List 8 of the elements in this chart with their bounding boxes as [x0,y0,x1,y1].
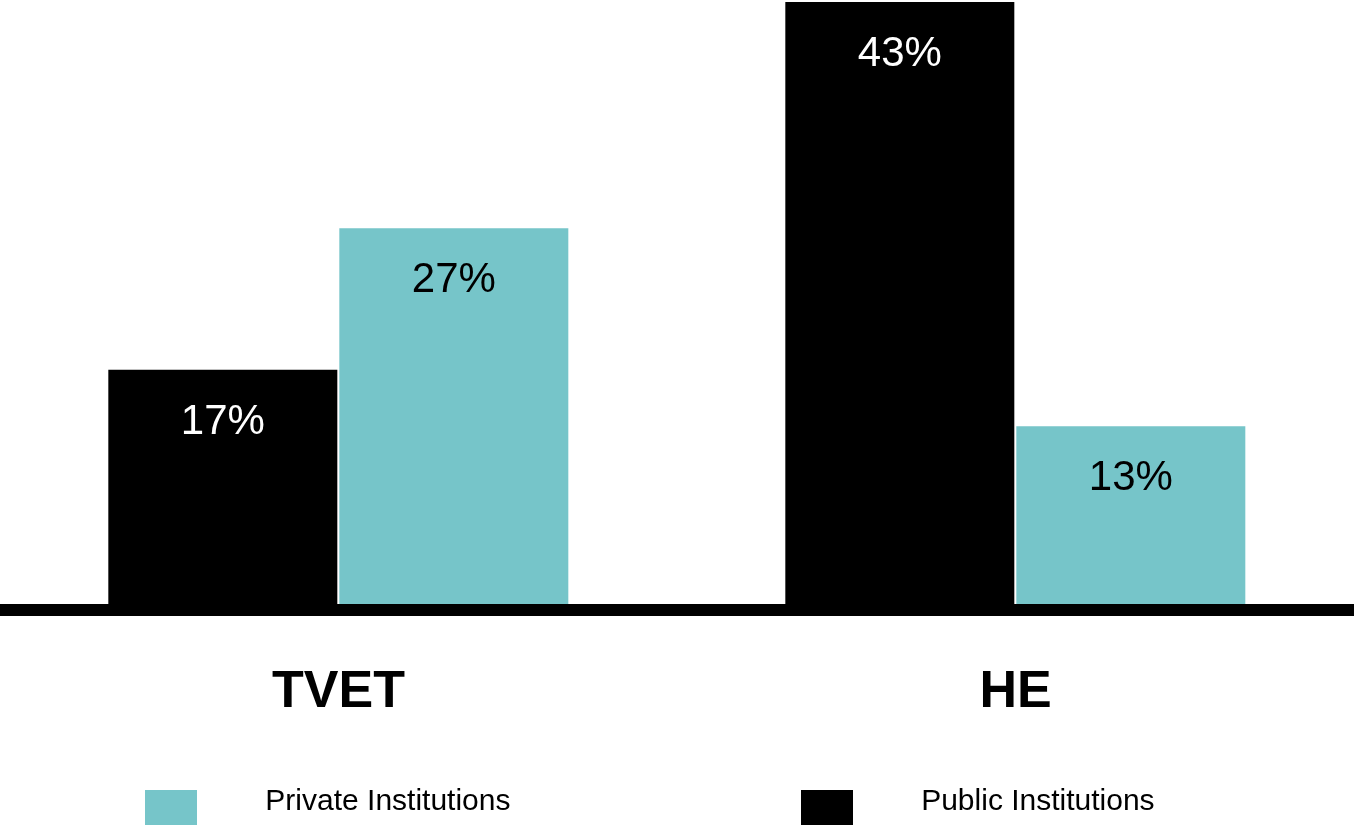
legend-label: Public Institutions [921,783,1155,817]
data-label: 43% [857,28,942,75]
legend-label: Private Institutions [265,783,511,817]
x-tick-label: HE [979,659,1052,718]
data-label: 17% [180,395,265,443]
x-tick-label: TVET [272,659,406,718]
data-label: 13% [1088,452,1173,500]
data-label: 27% [411,254,496,302]
